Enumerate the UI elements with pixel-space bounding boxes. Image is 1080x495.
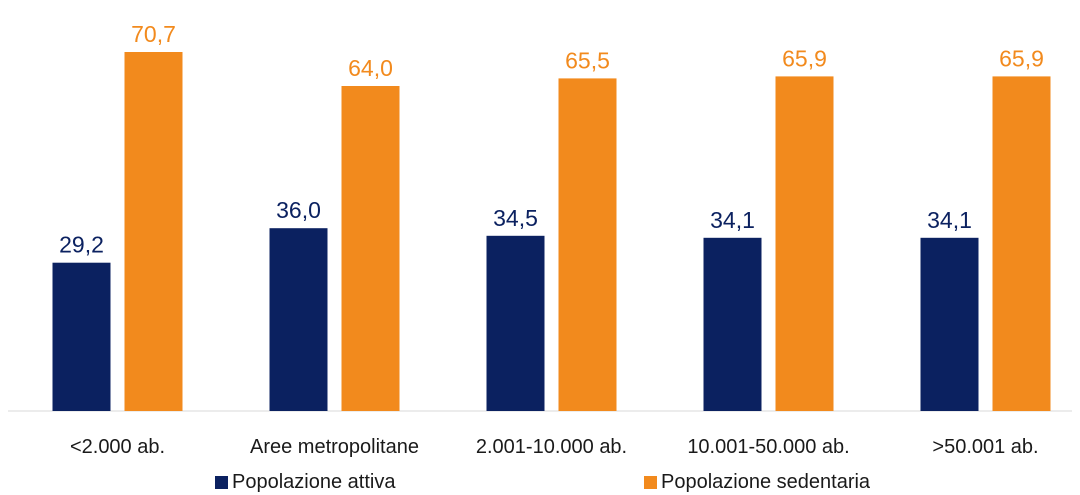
legend: Popolazione attiva Popolazione sedentari… <box>215 471 871 493</box>
value-label-sedentaria-3: 65,9 <box>782 45 827 71</box>
value-labels-group: 29,2 70,7 36,0 64,0 34,5 65,5 34,1 65,9 34,1 65,9 <box>59 21 1044 258</box>
value-label-attiva-4: 34,1 <box>927 207 972 233</box>
bar-attiva-2 <box>486 235 545 411</box>
value-label-attiva-0: 29,2 <box>59 232 104 258</box>
bar-attiva-1 <box>269 228 328 411</box>
value-label-attiva-2: 34,5 <box>493 205 538 231</box>
legend-label-attiva: Popolazione attiva <box>232 471 396 493</box>
x-tick-label-2: 2.001-10.000 ab. <box>476 436 627 458</box>
legend-swatch-attiva <box>215 476 228 489</box>
bar-sedentaria-2 <box>558 78 617 412</box>
value-label-sedentaria-2: 65,5 <box>565 47 610 73</box>
bar-sedentaria-0 <box>124 52 183 411</box>
bar-sedentaria-1 <box>341 86 400 411</box>
x-tick-label-0: <2.000 ab. <box>70 436 165 458</box>
value-label-attiva-1: 36,0 <box>276 197 321 223</box>
value-label-sedentaria-4: 65,9 <box>999 45 1044 71</box>
x-tick-label-3: 10.001-50.000 ab. <box>687 436 849 458</box>
x-tick-labels: <2.000 ab. Aree metropolitane 2.001-10.000… <box>70 436 1039 458</box>
bars-group <box>52 52 1051 412</box>
value-label-attiva-3: 34,1 <box>710 207 755 233</box>
bar-attiva-4 <box>920 237 979 411</box>
legend-label-sedentaria: Popolazione sedentaria <box>661 471 871 493</box>
value-label-sedentaria-1: 64,0 <box>348 55 393 81</box>
bar-sedentaria-4 <box>992 76 1051 412</box>
value-label-sedentaria-0: 70,7 <box>131 21 176 47</box>
bar-sedentaria-3 <box>775 76 834 412</box>
x-tick-label-1: Aree metropolitane <box>250 436 419 458</box>
bar-attiva-3 <box>703 237 762 411</box>
x-tick-label-4: >50.001 ab. <box>932 436 1038 458</box>
legend-swatch-sedentaria <box>644 476 657 489</box>
bar-attiva-0 <box>52 262 111 411</box>
